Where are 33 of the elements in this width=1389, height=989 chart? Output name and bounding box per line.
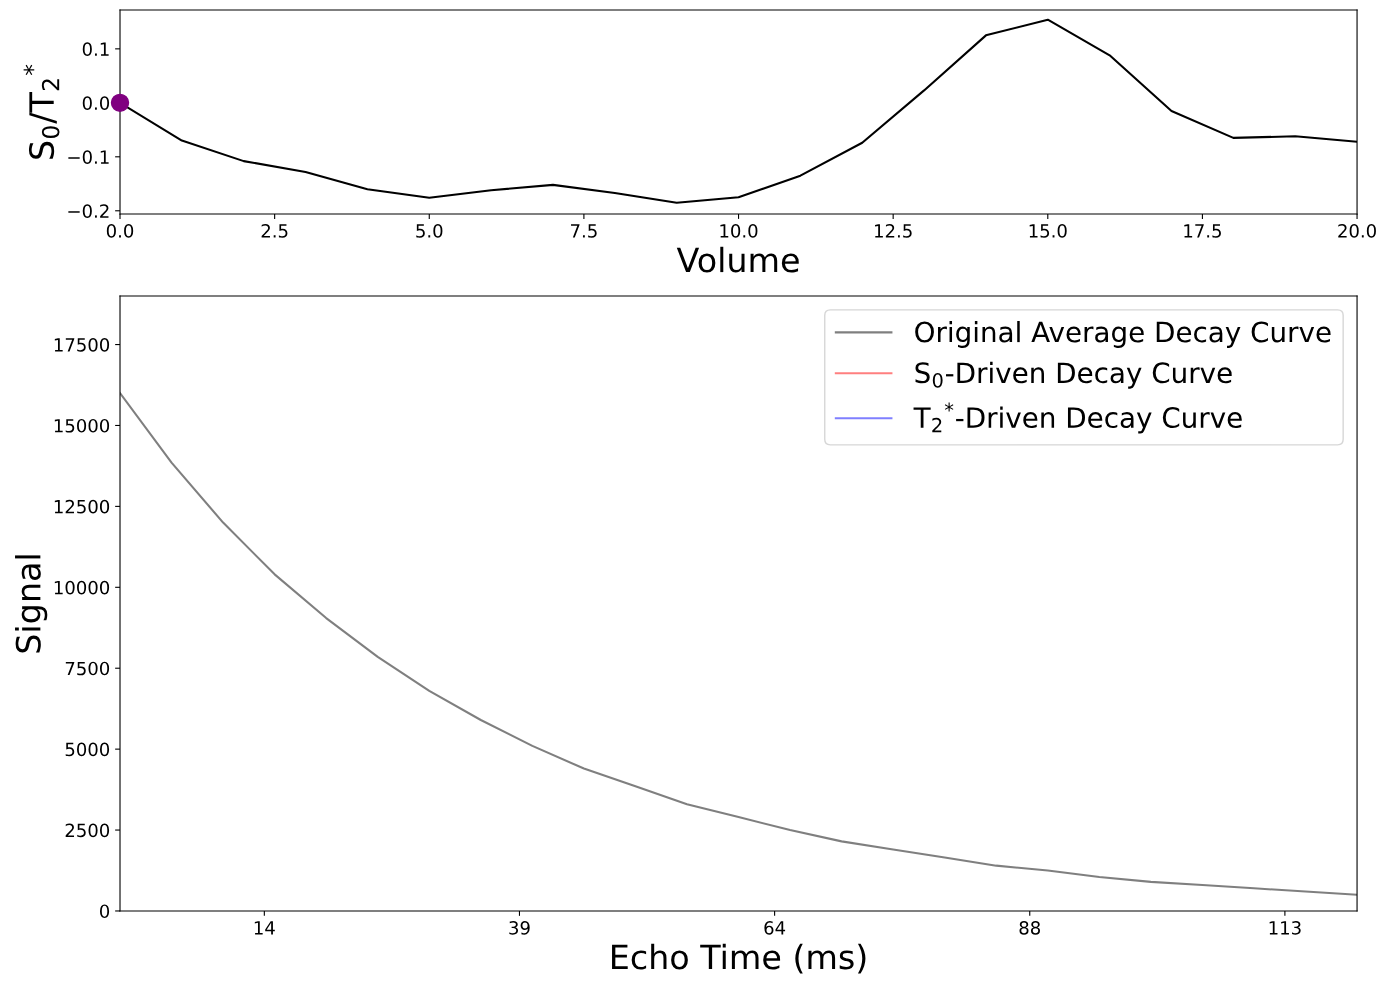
y-tick-label: 0	[99, 904, 110, 919]
y-tick-label: 0.0	[82, 96, 110, 110]
x-tick-label: 10.0	[720, 224, 758, 238]
x-tick-label: 5.0	[416, 224, 443, 238]
x-tick-label: 39	[509, 921, 530, 935]
x-tick-label: 7.5	[571, 224, 597, 238]
legend-label: T$_{2}$$^{*}$-Driven Decay Curve	[913, 402, 1242, 434]
x-tick-label: 2.5	[261, 224, 288, 238]
y-axis-title: Signal	[15, 555, 48, 653]
legend-label: S$_{0}$-Driven Decay Curve	[915, 361, 1232, 389]
y-tick-label: −0.1	[68, 150, 109, 164]
y-tick-label: 0.1	[82, 42, 109, 56]
legend-label: Original Average Decay Curve	[915, 321, 1331, 348]
y-tick-label: 2500	[65, 823, 110, 838]
y-tick-label: 17500	[54, 338, 110, 352]
y-tick-label: −0.2	[68, 204, 109, 218]
x-tick-label: 0.0	[106, 224, 134, 238]
y-tick-label: 5000	[65, 742, 110, 757]
x-axis-title: Volume	[676, 246, 799, 273]
x-tick-label: 12.5	[875, 224, 912, 238]
x-tick-label: 113	[1269, 921, 1301, 935]
y-axis-title: S$_{0}$/T$_{2}$$^{*}$	[23, 64, 60, 159]
x-tick-label: 15.0	[1029, 224, 1067, 238]
x-tick-label: 64	[764, 921, 786, 935]
x-tick-label: 88	[1019, 921, 1040, 935]
x-tick-label: 17.5	[1184, 224, 1221, 238]
y-tick-label: 10000	[54, 580, 110, 595]
x-tick-label: 20.0	[1338, 224, 1376, 238]
y-tick-label: 7500	[65, 661, 110, 676]
x-axis-title: Echo Time (ms)	[612, 943, 866, 974]
y-tick-label: 12500	[54, 499, 110, 514]
x-tick-label: 14	[254, 921, 275, 935]
y-tick-label: 15000	[54, 418, 110, 433]
